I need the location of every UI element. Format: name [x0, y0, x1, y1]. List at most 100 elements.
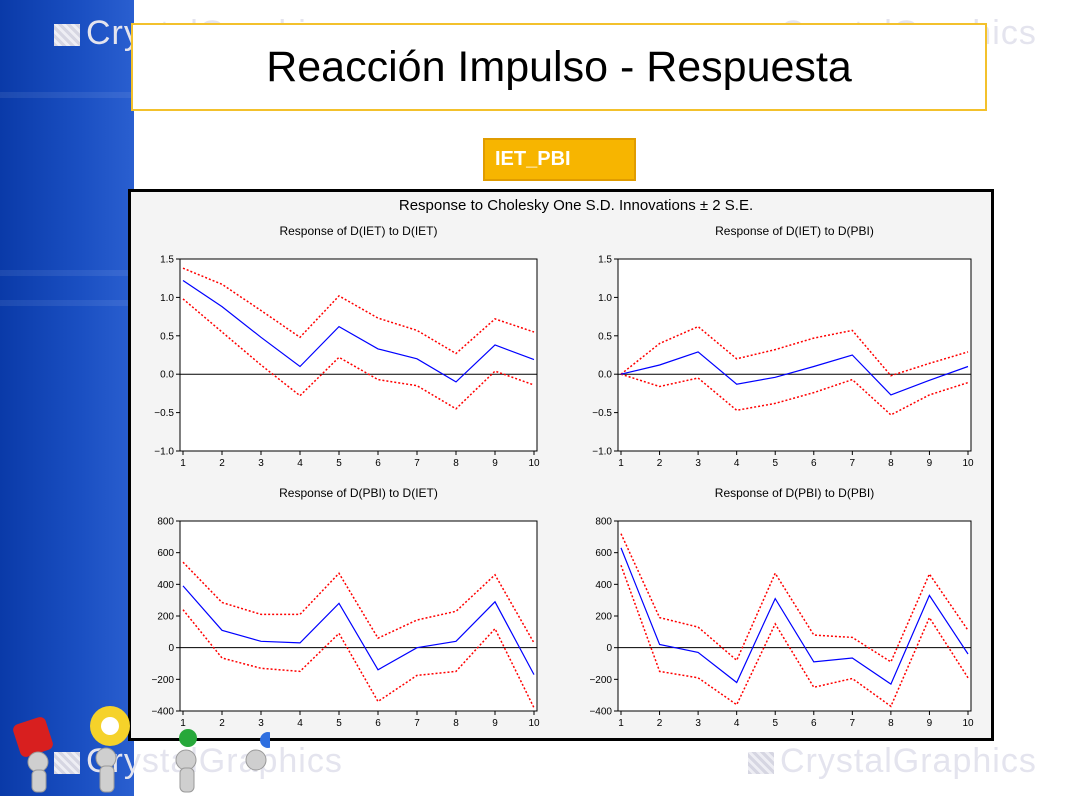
x-tick-label: 6: [375, 458, 381, 469]
x-tick-label: 5: [336, 458, 342, 469]
y-tick-label: 1.0: [598, 293, 612, 304]
y-tick-label: −1.0: [592, 447, 612, 458]
x-tick-label: 10: [962, 458, 974, 469]
panel-2-lower-band: [620, 373, 969, 416]
y-tick-label: 400: [595, 580, 612, 591]
variable-label: IET_PBI: [483, 138, 636, 181]
y-tick-label: −200: [589, 675, 612, 686]
y-tick-label: 400: [157, 580, 174, 591]
x-tick-label: 1: [180, 458, 186, 469]
y-tick-label: 1.5: [598, 255, 612, 266]
x-tick-label: 2: [657, 718, 663, 729]
x-tick-label: 4: [297, 458, 303, 469]
y-tick-label: 0: [606, 643, 612, 654]
x-tick-label: 3: [258, 718, 264, 729]
panel-3-upper-band: [182, 561, 535, 644]
x-tick-label: 5: [772, 718, 778, 729]
panel-4-title: Response of D(PBI) to D(PBI): [715, 486, 874, 500]
y-tick-label: 0.5: [598, 331, 612, 342]
y-tick-label: −400: [151, 707, 174, 718]
y-tick-label: −0.5: [154, 408, 174, 419]
y-tick-label: 1.5: [160, 255, 174, 266]
x-tick-label: 1: [618, 458, 624, 469]
x-tick-label: 8: [888, 458, 894, 469]
y-tick-label: 0: [168, 643, 174, 654]
x-tick-label: 8: [453, 458, 459, 469]
x-tick-label: 9: [492, 718, 498, 729]
yellow-ring-hole: [101, 717, 119, 735]
x-tick-label: 8: [888, 718, 894, 729]
x-tick-label: 10: [962, 718, 974, 729]
x-tick-label: 6: [811, 718, 817, 729]
red-block: [13, 717, 53, 757]
y-tick-label: 200: [595, 612, 612, 623]
x-tick-label: 2: [219, 458, 225, 469]
panel-4-response-line: [620, 547, 969, 686]
x-tick-label: 5: [336, 718, 342, 729]
x-tick-label: 1: [618, 718, 624, 729]
panel-1-upper-band: [182, 267, 535, 355]
panel-1-response-line: [182, 280, 535, 383]
watermark-text: CrystalGraphics: [780, 742, 1037, 780]
x-tick-label: 4: [297, 718, 303, 729]
panel-3-plot-area: [179, 520, 538, 712]
x-tick-label: 4: [734, 718, 740, 729]
gray-figures: [27, 747, 267, 793]
panel-3-lower-band: [182, 609, 535, 709]
x-tick-label: 10: [528, 458, 540, 469]
panel-2-plot-area: [617, 258, 972, 452]
y-tick-label: 600: [595, 548, 612, 559]
irf-chart: Response to Cholesky One S.D. Innovation…: [131, 192, 991, 738]
y-tick-label: −400: [589, 707, 612, 718]
watermark-bottom-left: CrystalGraphics: [54, 742, 343, 781]
title-box: Reacción Impulso - Respuesta: [131, 23, 987, 111]
watermark-text: CrystalGraphics: [86, 742, 343, 780]
x-tick-label: 4: [734, 458, 740, 469]
x-tick-label: 3: [695, 458, 701, 469]
y-tick-label: −1.0: [154, 447, 174, 458]
panel-4-plot-area: [617, 520, 972, 712]
panel-4-lower-band: [620, 565, 969, 708]
irf-chart-frame: Response to Cholesky One S.D. Innovation…: [128, 189, 994, 741]
panel-1-title: Response of D(IET) to D(IET): [279, 224, 437, 238]
x-tick-label: 7: [414, 718, 420, 729]
sidebar-band: [0, 0, 134, 796]
y-tick-label: 800: [595, 517, 612, 528]
panel-2-response-line: [620, 351, 969, 396]
y-tick-label: 600: [157, 548, 174, 559]
watermark-bottom-right: CrystalGraphics: [748, 742, 1037, 781]
panel-3-title: Response of D(PBI) to D(IET): [279, 486, 438, 500]
green-ball: [179, 729, 197, 747]
x-tick-label: 3: [258, 458, 264, 469]
y-tick-label: 0.0: [598, 370, 612, 381]
chart-main-title: Response to Cholesky One S.D. Innovation…: [399, 197, 753, 214]
y-tick-label: 0.5: [160, 331, 174, 342]
panel-1-lower-band: [182, 298, 535, 410]
x-tick-label: 8: [453, 718, 459, 729]
x-tick-label: 3: [695, 718, 701, 729]
x-tick-label: 7: [414, 458, 420, 469]
x-tick-label: 9: [927, 718, 933, 729]
x-tick-label: 6: [375, 718, 381, 729]
slide-title: Reacción Impulso - Respuesta: [266, 42, 852, 91]
x-tick-label: 9: [492, 458, 498, 469]
panel-2-upper-band: [620, 325, 969, 377]
x-tick-label: 7: [850, 458, 856, 469]
x-tick-label: 10: [528, 718, 540, 729]
y-tick-label: −0.5: [592, 408, 612, 419]
panel-4-upper-band: [620, 533, 969, 664]
x-tick-label: 7: [850, 718, 856, 729]
x-tick-label: 2: [657, 458, 663, 469]
panel-3-response-line: [182, 585, 535, 675]
panel-2-title: Response of D(IET) to D(PBI): [715, 224, 874, 238]
y-tick-label: 800: [157, 517, 174, 528]
x-tick-label: 5: [772, 458, 778, 469]
x-tick-label: 1: [180, 718, 186, 729]
panel-1-plot-area: [179, 258, 538, 452]
x-tick-label: 2: [219, 718, 225, 729]
y-tick-label: −200: [151, 675, 174, 686]
mascot-figures-illustration: [13, 706, 270, 793]
x-tick-label: 9: [927, 458, 933, 469]
y-tick-label: 0.0: [160, 370, 174, 381]
x-tick-label: 6: [811, 458, 817, 469]
